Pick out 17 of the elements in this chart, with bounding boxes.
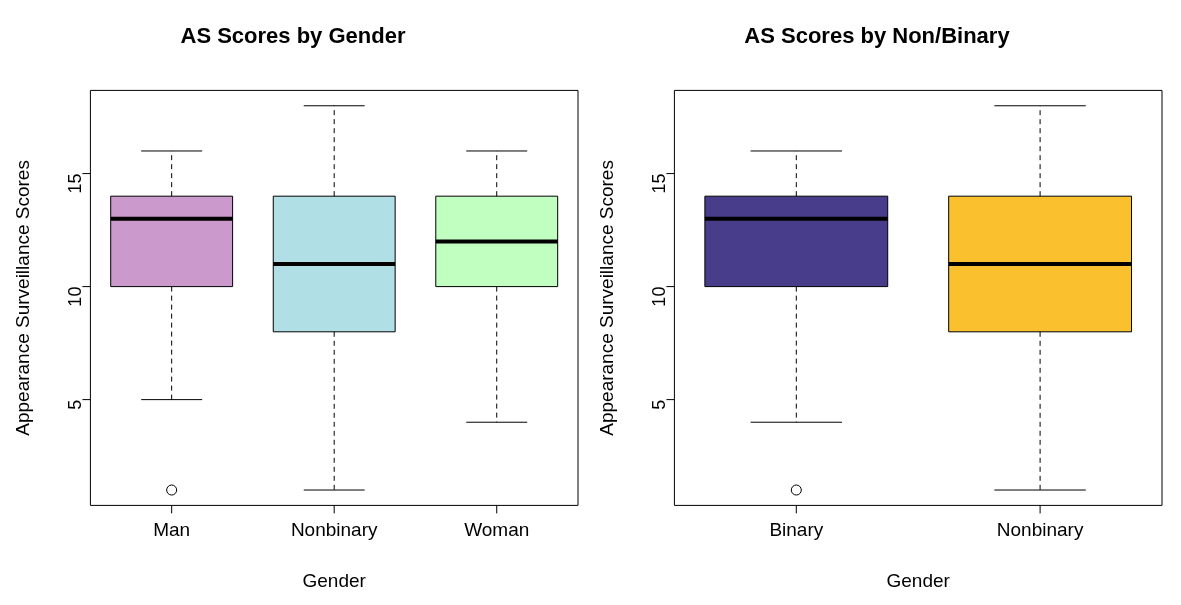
x-tick-label: Binary xyxy=(769,519,824,541)
x-tick-label: Nonbinary xyxy=(290,519,378,541)
x-tick-label: Nonbinary xyxy=(996,519,1084,541)
y-tick-label: 10 xyxy=(649,286,670,307)
y-tick-label: 5 xyxy=(65,399,86,410)
y-tick-label: 10 xyxy=(65,286,86,307)
x-axis-title: Gender xyxy=(886,569,951,591)
y-tick-label: 5 xyxy=(649,399,670,410)
y-tick-label: 15 xyxy=(649,173,670,194)
chart-title: AS Scores by Gender xyxy=(180,23,406,49)
x-tick-label: Man xyxy=(153,519,191,541)
chart-title: AS Scores by Non/Binary xyxy=(744,23,1011,49)
y-tick-label: 15 xyxy=(65,173,86,194)
x-tick-label: Woman xyxy=(464,519,530,541)
x-axis-title: Gender xyxy=(302,569,367,591)
y-axis-title: Appearance Surveillance Scores xyxy=(595,160,617,436)
y-axis-title: Appearance Surveillance Scores xyxy=(11,160,33,436)
